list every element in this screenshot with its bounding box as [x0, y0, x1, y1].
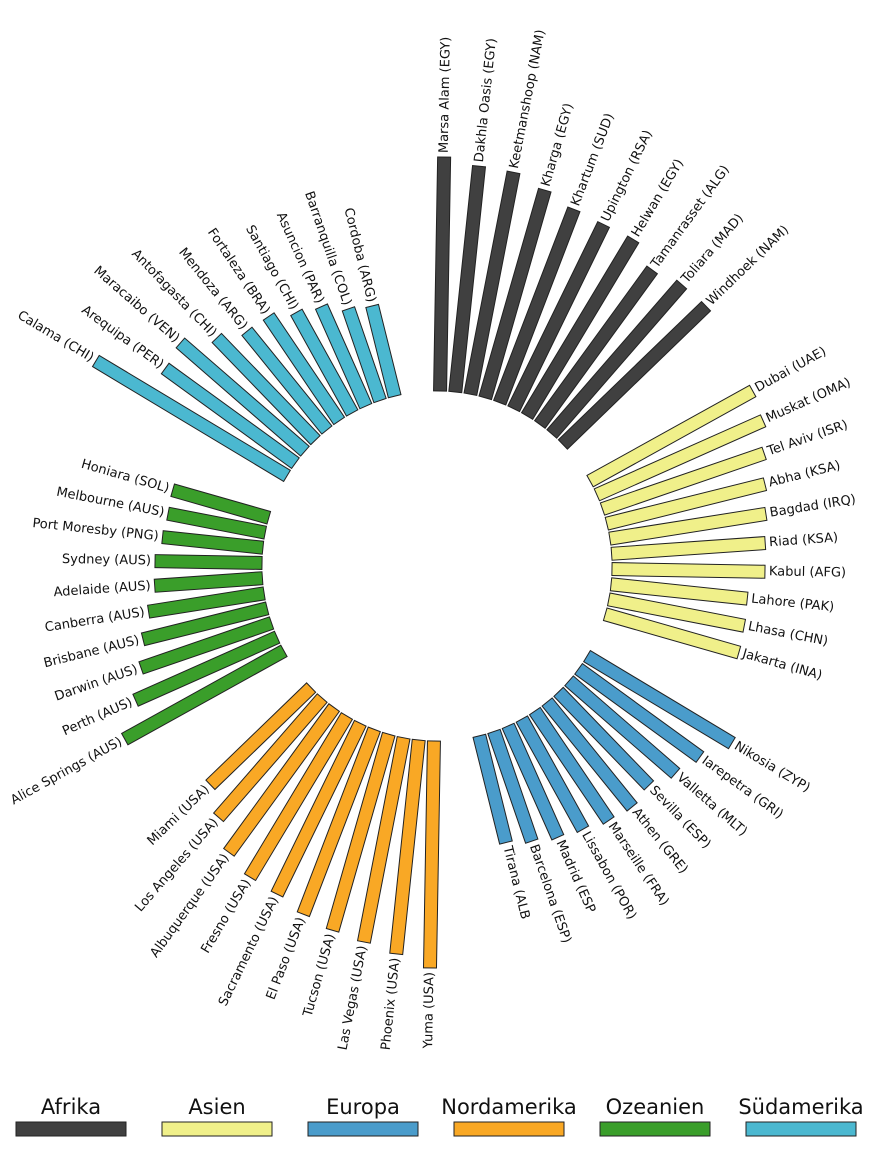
bar [91, 354, 292, 483]
bar [211, 332, 321, 446]
bar [602, 607, 742, 660]
bar-label: Bagdad (IRQ) [769, 492, 857, 520]
legend-label: Nordamerika [441, 1095, 577, 1119]
bar [212, 693, 328, 823]
bar [175, 337, 310, 457]
bar [557, 300, 712, 450]
bar [147, 586, 266, 619]
bar [241, 326, 333, 435]
bar [356, 735, 411, 944]
bar [166, 506, 268, 540]
bar-label: Tirana (ALB [499, 844, 532, 921]
bar-label: Kabul (AFG) [769, 564, 846, 580]
bar-label: Dakhla Oasis (EGY) [472, 37, 500, 163]
legend-swatch [161, 1121, 273, 1137]
bar [296, 726, 381, 918]
bar-label: Honiara (SOL) [79, 457, 170, 496]
legend-swatch [453, 1121, 565, 1137]
bar-label: El Paso (USA) [264, 915, 309, 1002]
bar-label: Yuma (USA) [421, 972, 437, 1050]
legend-label: Afrika [41, 1095, 101, 1119]
bar-label: Kharga (EGY) [539, 102, 577, 189]
bar-label: Canberra (AUS) [44, 605, 146, 636]
bar-label: Los Angeles (USA) [132, 815, 221, 915]
bar-label: Sydney (AUS) [62, 552, 151, 569]
bar [608, 506, 768, 546]
bar [593, 414, 767, 502]
legend-label: Südamerika [738, 1095, 863, 1119]
bar-label: Lahore (PAK) [750, 592, 834, 616]
bar [610, 536, 767, 561]
bar-label: Adelaide (AUS) [53, 579, 151, 601]
bar [205, 682, 317, 791]
bar [222, 703, 341, 857]
legend-label: Ozeanien [606, 1095, 705, 1119]
bar [487, 728, 539, 844]
bar [243, 711, 354, 882]
bar [564, 675, 681, 779]
legend-swatch [599, 1121, 711, 1137]
bar [533, 265, 659, 429]
bar-label: Alice Springs (AUS) [8, 734, 125, 808]
bar [138, 616, 275, 675]
bar [433, 156, 452, 392]
bar [154, 554, 263, 570]
bar-label: Tel Aviv (ISR) [765, 418, 850, 460]
bar [341, 306, 387, 404]
bar [599, 446, 767, 516]
bar [574, 662, 705, 763]
bar [290, 308, 359, 417]
bar-label: Jakarta (INA) [740, 646, 824, 683]
bar [472, 733, 513, 845]
bar [262, 312, 346, 426]
bar-label: Phoenix (USA) [379, 957, 404, 1051]
bar [609, 577, 749, 606]
bar [153, 571, 264, 593]
bar [606, 592, 747, 633]
bar [389, 738, 426, 956]
bar [611, 562, 766, 579]
bar [448, 164, 487, 394]
bar-label: Abha (KSA) [767, 458, 842, 490]
bar [478, 187, 552, 401]
legend-swatch [745, 1121, 857, 1137]
bar [528, 706, 615, 825]
bar-label: Lhasa (CHN) [747, 619, 829, 649]
bar [507, 220, 611, 413]
bar [604, 477, 768, 531]
legend-label: Europa [326, 1095, 400, 1119]
bar [520, 235, 640, 421]
bar [170, 483, 272, 525]
bar [140, 601, 270, 647]
legend-swatch [15, 1121, 127, 1137]
bar [501, 722, 565, 841]
bar [541, 697, 638, 812]
bar-label: Port Moresby (PNG) [32, 516, 160, 544]
bar [120, 644, 288, 746]
bar [553, 686, 655, 791]
legend-label: Asien [188, 1095, 245, 1119]
bar [515, 715, 590, 834]
bar [546, 279, 688, 439]
bar [161, 530, 265, 555]
bar-label: Las Vegas (USA) [336, 944, 371, 1051]
bar [582, 649, 736, 750]
bar [270, 719, 367, 898]
bar [422, 740, 441, 969]
legend-swatch [307, 1121, 419, 1137]
bar [365, 303, 402, 399]
bar-label: Albuquerque (USA) [147, 851, 232, 960]
bar [132, 630, 281, 707]
bar [493, 206, 581, 406]
bar-label: Marsa Alam (EGY) [437, 37, 454, 154]
bar [586, 384, 757, 488]
bar-label: Keetmanshoop (NAM) [507, 28, 549, 169]
bar-label: Riad (KSA) [769, 530, 839, 550]
bar [314, 303, 373, 410]
bar [463, 170, 521, 397]
bar-label: Tucson (USA) [300, 932, 338, 1019]
bar [160, 362, 300, 470]
bar [325, 731, 396, 933]
